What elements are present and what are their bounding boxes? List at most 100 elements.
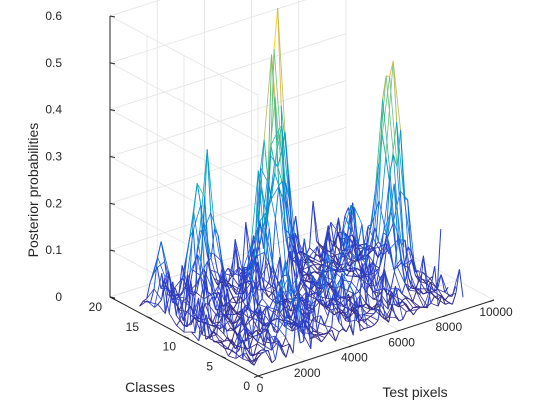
- mesh-line: [338, 321, 347, 332]
- mesh-line: [157, 299, 162, 305]
- mesh-line: [160, 241, 169, 272]
- mesh-line: [362, 263, 371, 310]
- mesh-line: [164, 271, 169, 278]
- z-tick-mark: [109, 296, 116, 299]
- mesh-line: [341, 273, 347, 321]
- mesh-line: [270, 129, 279, 146]
- mesh-line: [312, 275, 321, 299]
- mesh-line: [242, 339, 251, 356]
- mesh-line: [331, 288, 336, 328]
- mesh-line: [228, 246, 237, 283]
- mesh-line: [297, 278, 302, 292]
- mesh-line: [146, 282, 151, 299]
- mesh-line: [401, 283, 406, 295]
- mesh-line: [277, 292, 282, 297]
- mesh-line: [186, 280, 192, 327]
- mesh-line: [257, 262, 262, 289]
- mesh-line: [288, 314, 293, 332]
- z-tick-label: 0.6: [45, 9, 62, 23]
- x-axis-line: [257, 299, 495, 377]
- mesh-line: [284, 299, 293, 320]
- mesh-line: [252, 282, 257, 337]
- mesh-line: [214, 285, 219, 293]
- mesh-line: [375, 266, 381, 287]
- mesh-line: [313, 315, 321, 319]
- mesh-line: [246, 353, 255, 366]
- mesh-line: [306, 297, 311, 339]
- mesh-line: [372, 261, 381, 279]
- mesh-line: [200, 197, 206, 262]
- x-tick-mark: [395, 329, 400, 333]
- mesh-line: [335, 331, 340, 342]
- mesh-line: [391, 308, 400, 322]
- mesh-line: [303, 312, 308, 342]
- mesh-line: [330, 261, 339, 298]
- mesh-line: [256, 343, 265, 350]
- mesh-line: [274, 96, 283, 182]
- mesh-line: [444, 295, 449, 301]
- mesh-line: [364, 226, 369, 275]
- mesh-line: [335, 251, 344, 267]
- mesh-line: [427, 285, 432, 308]
- mesh-line: [288, 314, 297, 327]
- mesh-line: [190, 280, 195, 319]
- mesh-line: [304, 282, 309, 297]
- mesh-line: [196, 292, 205, 300]
- mesh-line: [335, 269, 341, 273]
- mesh-line: [392, 61, 401, 131]
- mesh-line: [268, 262, 277, 294]
- x-tick-mark: [348, 345, 353, 348]
- mesh-line: [339, 233, 348, 263]
- mesh-line: [210, 258, 219, 286]
- grid-line: [109, 173, 347, 251]
- mesh-line: [310, 264, 315, 267]
- mesh-line: [281, 292, 286, 320]
- mesh-line: [208, 296, 213, 305]
- mesh-line: [154, 304, 159, 308]
- mesh-line: [377, 308, 386, 317]
- mesh-line: [300, 238, 305, 283]
- mesh-line: [338, 295, 346, 299]
- mesh-line: [187, 274, 192, 325]
- mesh-line: [415, 255, 424, 291]
- z-tick-label: 0: [55, 290, 62, 304]
- mesh-line: [381, 76, 391, 135]
- mesh-line: [250, 226, 259, 283]
- mesh-line: [309, 275, 314, 320]
- mesh-line: [262, 311, 271, 323]
- mesh-line: [302, 257, 308, 270]
- mesh-line: [278, 181, 283, 186]
- mesh-line: [246, 245, 252, 278]
- mesh-line: [402, 311, 407, 320]
- mesh-line: [437, 295, 442, 300]
- mesh-line: [224, 339, 232, 342]
- y-tick-mark: [220, 355, 227, 359]
- mesh-line: [233, 314, 238, 324]
- mesh-line: [274, 184, 280, 219]
- mesh-line: [317, 334, 326, 338]
- mesh-line: [390, 183, 395, 212]
- mesh-line: [274, 129, 279, 174]
- mesh-line: [142, 298, 147, 302]
- mesh-line: [292, 304, 301, 344]
- mesh-line: [357, 255, 366, 264]
- mesh-line: [393, 183, 402, 246]
- mesh-line: [157, 241, 162, 258]
- mesh-line: [390, 271, 395, 289]
- mesh-line: [367, 226, 376, 244]
- mesh-line: [322, 300, 328, 310]
- mesh-line: [228, 284, 233, 289]
- mesh-line: [382, 99, 391, 172]
- mesh-line: [198, 298, 207, 340]
- mesh-line: [288, 275, 298, 310]
- mesh-line: [238, 331, 248, 354]
- mesh-line: [354, 207, 363, 225]
- x-tick-mark: [489, 299, 495, 302]
- mesh-line: [261, 298, 270, 308]
- mesh-line: [434, 266, 439, 307]
- mesh-line: [267, 182, 276, 220]
- mesh-line: [319, 273, 325, 299]
- mesh-line: [315, 298, 324, 301]
- mesh-line: [251, 317, 260, 322]
- mesh-line: [384, 315, 390, 323]
